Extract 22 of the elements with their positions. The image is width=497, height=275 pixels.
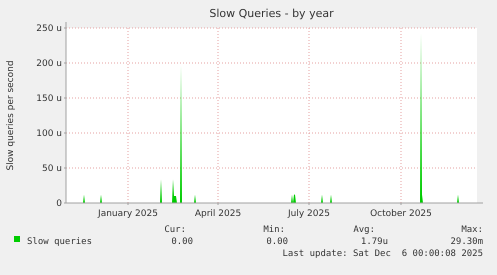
text: Min: bbox=[263, 225, 285, 235]
y-tick-label: 100 u bbox=[36, 129, 62, 140]
y-tick-label: 200 u bbox=[36, 59, 62, 70]
text: Cur: bbox=[164, 225, 186, 235]
legend-label: Slow queries bbox=[27, 237, 92, 247]
y-tick-label: 250 u bbox=[36, 24, 62, 34]
x-tick-label: April 2025 bbox=[194, 209, 242, 219]
text: 0.00 bbox=[266, 237, 288, 247]
x-tick-label: October 2025 bbox=[370, 209, 432, 219]
y-axis-title: Slow queries per second bbox=[6, 60, 16, 171]
text: Avg: bbox=[353, 225, 375, 235]
text: Max: bbox=[461, 225, 483, 235]
text: 1.79u bbox=[360, 237, 388, 247]
y-tick-label: 0 bbox=[56, 199, 62, 210]
y-tick-label: 150 u bbox=[36, 94, 62, 104]
text: 29.30m bbox=[450, 237, 483, 247]
y-tick-label: 50 u bbox=[42, 164, 62, 174]
chart-title: Slow Queries - by year bbox=[209, 7, 334, 20]
x-tick-label: July 2025 bbox=[287, 209, 330, 219]
text: Last update: Sat Dec 6 00:00:08 2025 bbox=[282, 249, 483, 259]
x-tick-label: January 2025 bbox=[97, 209, 158, 219]
text: 0.00 bbox=[171, 237, 193, 247]
